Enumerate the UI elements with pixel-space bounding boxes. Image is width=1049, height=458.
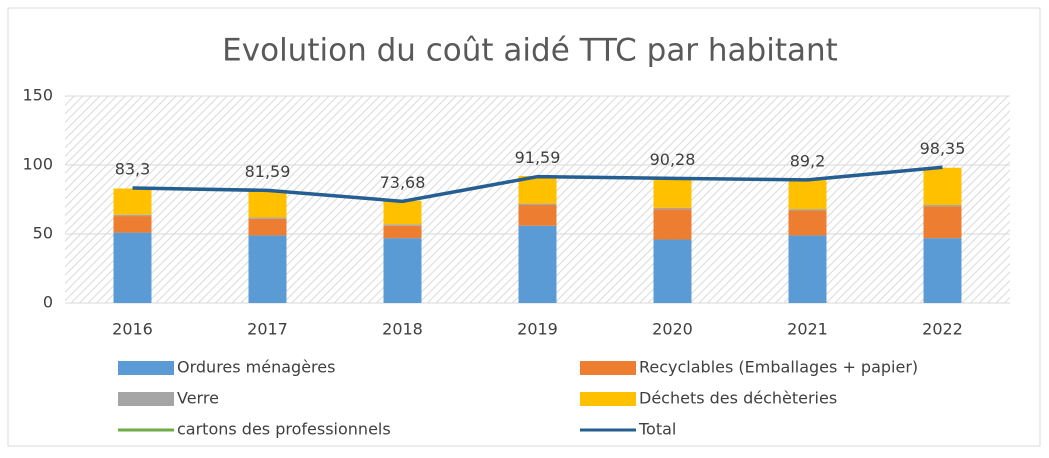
data-label: 73,68 bbox=[380, 173, 426, 192]
legend-label: Total bbox=[638, 420, 676, 439]
x-tick-label: 2020 bbox=[652, 320, 693, 339]
data-label: 90,28 bbox=[650, 150, 696, 169]
legend-label: Ordures ménagères bbox=[177, 358, 335, 377]
x-tick-label: 2016 bbox=[112, 320, 153, 339]
x-tick-label: 2021 bbox=[787, 320, 828, 339]
legend-swatch bbox=[118, 392, 174, 406]
bar-segment bbox=[383, 238, 422, 303]
bar-segment bbox=[788, 210, 827, 236]
y-tick-label: 0 bbox=[43, 293, 53, 312]
bar-segment bbox=[923, 167, 962, 206]
data-label: 83,3 bbox=[115, 160, 151, 179]
bar-segment bbox=[248, 189, 287, 218]
bar-segment bbox=[788, 235, 827, 303]
bar-segment bbox=[923, 205, 962, 207]
legend-swatch bbox=[118, 361, 174, 375]
bar-segment bbox=[518, 225, 557, 303]
bar-segment bbox=[248, 235, 287, 303]
bar-segment bbox=[923, 238, 962, 303]
x-tick-label: 2017 bbox=[247, 320, 288, 339]
bar-segment bbox=[653, 207, 692, 210]
legend-label: Recyclables (Emballages + papier) bbox=[639, 358, 918, 377]
y-tick-label: 100 bbox=[22, 155, 53, 174]
x-tick-label: 2022 bbox=[922, 320, 963, 339]
bar-segment bbox=[653, 178, 692, 208]
bar-segment bbox=[113, 214, 152, 217]
chart-title: Evolution du coût aidé TTC par habitant bbox=[222, 33, 838, 69]
legend-label: Verre bbox=[177, 389, 219, 408]
bar-segment bbox=[383, 225, 422, 239]
bar-segment bbox=[113, 216, 152, 233]
bar-segment bbox=[518, 205, 557, 226]
bar-segment bbox=[383, 200, 422, 225]
line-series bbox=[132, 165, 943, 204]
y-tick-label: 50 bbox=[33, 224, 53, 243]
data-label: 91,59 bbox=[515, 148, 561, 167]
data-label: 89,2 bbox=[790, 151, 826, 170]
bar-segment bbox=[518, 203, 557, 206]
bar-segment bbox=[788, 180, 827, 210]
legend-swatch bbox=[580, 392, 636, 406]
legend-label: cartons des professionnels bbox=[177, 420, 391, 439]
data-label: 98,35 bbox=[920, 139, 966, 158]
legend-swatch bbox=[580, 361, 636, 375]
x-tick-label: 2018 bbox=[382, 320, 423, 339]
bar-segment bbox=[248, 217, 287, 219]
bar-segment bbox=[113, 188, 152, 215]
bar-segment bbox=[788, 209, 827, 211]
data-label: 81,59 bbox=[245, 162, 291, 181]
bar-segment bbox=[248, 218, 287, 236]
x-tick-label: 2019 bbox=[517, 320, 558, 339]
bar-segment bbox=[923, 206, 962, 239]
legend-label: Déchets des déchèteries bbox=[639, 389, 837, 408]
y-tick-label: 150 bbox=[22, 86, 53, 105]
bar-segment bbox=[653, 239, 692, 303]
bar-segment bbox=[653, 209, 692, 240]
bar-segment bbox=[383, 224, 422, 226]
bar-segment bbox=[113, 232, 152, 303]
